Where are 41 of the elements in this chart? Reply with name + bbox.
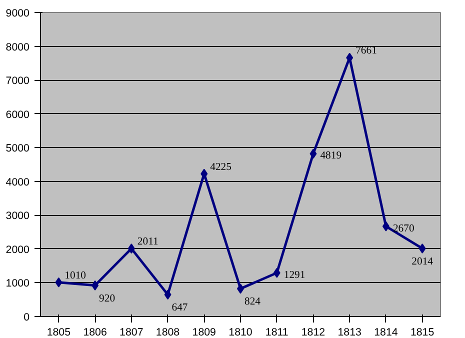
x-tick-label: 1808 <box>156 326 180 338</box>
point <box>164 290 172 300</box>
data-label: 4819 <box>320 150 342 162</box>
y-tick-label: 1000 <box>6 278 30 290</box>
x-tick-label: 1814 <box>374 326 398 338</box>
x-tick-label: 1809 <box>192 326 216 338</box>
point <box>273 268 280 278</box>
y-tick-label: 2000 <box>6 244 30 256</box>
x-tick-label: 1806 <box>83 326 107 338</box>
x-tick-label: 1805 <box>46 326 71 338</box>
data-label: 824 <box>244 296 262 308</box>
data-label: 2011 <box>137 236 158 248</box>
data-label: 4225 <box>210 162 232 173</box>
x-tick-label: 1807 <box>120 326 144 338</box>
x-tick-label: 1812 <box>301 326 326 338</box>
data-label: 1291 <box>284 270 306 281</box>
data-label: 2670 <box>392 223 414 234</box>
data-label: 920 <box>99 293 116 304</box>
data-label: 647 <box>172 302 188 314</box>
x-tick-label: 1811 <box>265 326 288 338</box>
x-tick-label: 1813 <box>338 326 362 338</box>
point <box>200 168 208 179</box>
point <box>418 243 426 254</box>
y-tick-label: 4000 <box>6 176 30 188</box>
y-tick-label: 0 <box>24 312 30 324</box>
point <box>55 277 62 288</box>
y-tick-label: 3000 <box>6 210 30 222</box>
data-label: 2014 <box>412 256 434 268</box>
x-tick-label: 1815 <box>410 326 434 338</box>
y-tick-label: 5000 <box>6 142 30 155</box>
point <box>382 221 390 232</box>
y-tick-label: 9000 <box>6 8 30 20</box>
point <box>128 244 135 254</box>
data-label: 1010 <box>64 270 86 282</box>
point <box>92 280 99 290</box>
point <box>346 52 354 63</box>
point <box>310 148 317 159</box>
y-tick-label: 7000 <box>6 75 30 88</box>
x-tick-label: 1810 <box>228 326 252 338</box>
y-tick-label: 6000 <box>6 108 30 121</box>
y-tick-label: 8000 <box>6 41 30 54</box>
